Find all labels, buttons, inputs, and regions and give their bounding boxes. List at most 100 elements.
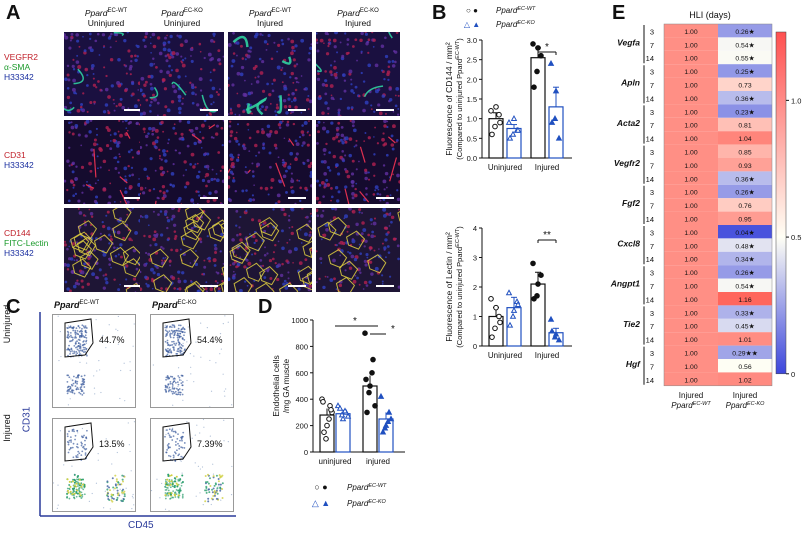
data-point: [320, 399, 326, 405]
data-point: [555, 134, 563, 141]
heatmap-cell: [664, 251, 718, 266]
data-point: [548, 118, 556, 125]
data-point: [321, 429, 327, 435]
micrograph-image: [64, 120, 148, 204]
data-point: [492, 123, 498, 130]
heatmap-cell: [718, 50, 772, 65]
significance-marker: *: [391, 324, 395, 335]
data-point: [531, 84, 537, 90]
scale-bar: [124, 197, 142, 199]
gene-label: Apln: [620, 78, 640, 88]
data-point: [324, 422, 330, 429]
heatmap-value: 1.00: [684, 163, 697, 170]
micrograph-image: [228, 120, 312, 204]
heatmap-value: 0.26★: [735, 269, 754, 277]
heatmap-cell: [718, 359, 772, 373]
heatmap-cell: [664, 318, 718, 333]
heatmap-value: 0.26★: [735, 189, 754, 197]
y-axis-label: Endothelial cells: [271, 355, 281, 416]
data-point: [552, 87, 560, 94]
panel-label-d: D: [258, 296, 273, 318]
day-label: 7: [650, 282, 654, 291]
scale-bar: [288, 197, 306, 199]
data-point: [492, 325, 498, 332]
heatmap-cell: [718, 158, 772, 172]
data-point: [509, 312, 517, 319]
data-point: [555, 336, 563, 343]
day-label: 14: [646, 255, 654, 264]
data-point: [328, 406, 334, 413]
heatmap-value: 0.54★: [735, 283, 754, 291]
day-label: 3: [650, 349, 654, 358]
colorbar-tick: 0: [791, 370, 795, 379]
y-tick-label: 2.5: [467, 56, 477, 65]
heatmap-value: 1.00: [684, 257, 697, 264]
heatmap-cell: [664, 171, 718, 185]
micrograph-row-label: CD144 FITC-Lectin H33342: [4, 228, 49, 258]
data-point: [493, 304, 499, 311]
data-point: [387, 415, 395, 422]
data-point: [341, 407, 349, 414]
gate-percentage: 44.7%: [99, 335, 125, 345]
day-label: 14: [646, 295, 654, 304]
heatmap-value: 1.16: [738, 297, 751, 304]
legend-label: PpardEC-WT: [496, 6, 536, 15]
data-point: [530, 260, 536, 267]
x-category-label: Uninjured: [488, 351, 522, 360]
day-label: 7: [650, 322, 654, 331]
heatmap-value: 1.00: [684, 136, 697, 143]
heatmap-cell: [664, 131, 718, 145]
y-tick-label: 400: [295, 395, 308, 404]
heatmap-cell: [718, 144, 772, 158]
y-axis-label-sub: (Compared to uninjured PpardEC-WT): [455, 38, 464, 160]
heatmap-cell: [664, 305, 718, 319]
flow-column-header: PpardEC-KO: [152, 300, 197, 310]
heatmap-value: 0.55★: [735, 55, 754, 63]
heatmap-value: 1.00: [684, 284, 697, 291]
data-point: [548, 327, 556, 334]
data-point: [547, 59, 555, 66]
heatmap-cell: [718, 318, 772, 333]
heatmap-cell: [664, 24, 718, 38]
heatmap-cell: [664, 104, 718, 118]
heatmap-cell: [718, 117, 772, 132]
heatmap-cell: [664, 158, 718, 172]
data-point: [506, 321, 514, 328]
heatmap-value: 0.48★: [735, 242, 754, 250]
day-label: 7: [650, 161, 654, 170]
micrograph-image: [140, 208, 224, 292]
micrograph-image: [228, 32, 312, 116]
data-point: [514, 126, 522, 133]
data-point: [366, 389, 372, 396]
y-tick-label: 1: [473, 313, 477, 322]
heatmap-value: 1.00: [684, 109, 697, 116]
x-category-label: uninjured: [319, 457, 352, 466]
panel-d-chart: 0 200 400 600 800 1000 uninjured injured * * Endot…: [271, 316, 405, 508]
flow-plot: 7.39%: [150, 418, 234, 512]
significance-marker: *: [353, 316, 357, 327]
data-point: [496, 313, 502, 320]
heatmap-cell: [664, 332, 718, 346]
day-label: 3: [650, 188, 654, 197]
flow-column-header: PpardEC-WT: [54, 300, 100, 310]
data-point: [551, 333, 559, 340]
bar: [362, 385, 378, 453]
micrograph-row-label: VEGFR2 α-SMA H33342: [4, 52, 39, 82]
y-tick-label: 3.0: [467, 36, 477, 45]
data-point: [505, 289, 513, 296]
data-point: [514, 301, 522, 307]
data-point: [364, 409, 370, 416]
heatmap-cell: [664, 225, 718, 239]
data-point: [534, 68, 540, 75]
colorbar: [775, 31, 787, 375]
data-point: [489, 334, 495, 340]
heatmap-value: 0.04★: [735, 229, 754, 237]
y-tick-label: 0.0: [467, 154, 477, 163]
data-point: [372, 403, 378, 409]
gene-label: Fgf2: [622, 198, 640, 208]
day-label: 3: [650, 27, 654, 36]
data-point: [379, 428, 387, 435]
data-point: [496, 111, 502, 118]
legend-label: PpardEC-KO: [347, 499, 386, 508]
data-point: [336, 404, 344, 411]
